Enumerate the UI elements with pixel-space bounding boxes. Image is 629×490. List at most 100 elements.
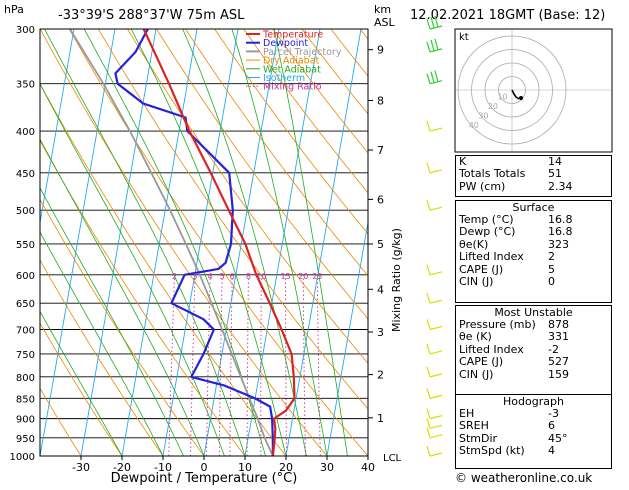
hodograph-row: StmDir 45°: [459, 431, 568, 445]
parcel-trajectory-line: [69, 29, 274, 456]
mixing-ratio-line: [302, 274, 306, 456]
wind-barbs: [426, 15, 443, 457]
mixing-ratio-label: 8: [246, 272, 251, 281]
most-unstable-row: Pressure (mb) 878: [459, 318, 569, 331]
km-tick-label: 4: [377, 283, 384, 296]
temperature-tick-label: -20: [113, 461, 131, 474]
surface-row: CAPE (J) 5: [459, 262, 555, 276]
hodograph-ring-label: 10: [497, 93, 507, 102]
wind-barb-flag: [434, 15, 439, 28]
pressure-tick-label: 550: [16, 240, 35, 251]
mixing-ratio-line: [168, 274, 175, 456]
wind-barb-flag: [430, 16, 435, 29]
wind-barb-flag: [426, 427, 431, 438]
wind-barb-flag: [426, 408, 431, 419]
hodograph-table-title: Hodograph: [503, 395, 564, 408]
legend-item-label: Wet Adiabat: [263, 64, 321, 75]
wind-barb-shaft: [429, 169, 443, 174]
temperature-tick-label: 10: [238, 461, 252, 474]
pressure-tick-label: 300: [16, 25, 35, 36]
mixing-ratio-line: [190, 274, 196, 456]
dry-adiabat-line: [40, 198, 205, 456]
wind-barb-flag: [426, 162, 431, 173]
pressure-tick-label: 650: [16, 299, 35, 310]
km-tick-label: 1: [377, 412, 384, 425]
wind-barb-shaft: [429, 127, 443, 132]
pressure-tick-label: 350: [16, 80, 35, 91]
legend-item-label: Temperature: [262, 30, 323, 41]
km-tick-label: 5: [377, 238, 384, 251]
temperature-line: [142, 29, 296, 456]
wind-barb-flag: [426, 73, 431, 84]
surface-row: CIN (J) 0: [459, 274, 555, 288]
pressure-tick-label: 700: [16, 326, 35, 337]
isotherm-line: [40, 29, 116, 456]
mixing-ratio-label: 10: [256, 272, 266, 281]
isotherm-line: [244, 29, 321, 456]
wet-adiabat-line: [182, 29, 307, 456]
wet-adiabat-line: [40, 138, 205, 456]
temperature-tick-label: 40: [361, 461, 375, 474]
hodograph-unit-label: kt: [459, 32, 469, 43]
hodograph-ring-label: 20: [488, 102, 498, 111]
dry-adiabat-line: [98, 29, 368, 410]
dry-adiabat-line: [40, 322, 123, 456]
mixing-ratio-label: 5: [220, 272, 225, 281]
wet-adiabat-line: [273, 29, 348, 456]
legend-item-label: Mixing Ratio: [263, 82, 322, 93]
mixing-ratio-label: 4: [208, 272, 213, 281]
wind-barb-shaft: [429, 373, 443, 378]
most-unstable-row: CAPE (J) 527: [459, 355, 569, 369]
hodograph-frame: [454, 28, 613, 153]
wind-barb-flag: [426, 343, 431, 355]
mixing-ratio-label: 3: [193, 272, 198, 281]
wind-barb-flag: [434, 70, 439, 82]
wind-barb-shaft: [429, 452, 443, 457]
km-tick-label: 3: [377, 326, 384, 339]
wind-barb-shaft: [429, 80, 443, 85]
wind-barb-shaft: [429, 424, 443, 429]
wind-barb-flag: [426, 120, 431, 132]
mixing-ratio-line: [316, 274, 321, 456]
mixing-ratio-label: 20: [298, 272, 308, 281]
mixing-ratio-axis-label: Mixing Ratio (g/kg): [390, 228, 403, 332]
mixing-ratio-line: [260, 274, 262, 456]
mixing-ratio-label: 2: [172, 272, 177, 281]
isotherm-line: [40, 29, 75, 226]
surface-row: Dewp (°C) 16.8: [459, 225, 573, 239]
temperature-tick-label: 20: [279, 461, 293, 474]
mixing-ratio-line: [229, 274, 233, 456]
wind-barb-flag: [430, 71, 435, 83]
surface-table: Surface Temp (°C) 16.8 Dewp (°C) 16.8 θe(K…: [455, 200, 612, 303]
km-tick-label: 9: [377, 44, 384, 57]
mixing-ratio-line: [285, 274, 287, 456]
most-unstable-row: θe (K) 331: [459, 330, 569, 344]
legend-item-label: Parcel Trajectory: [263, 47, 342, 58]
most-unstable-table: Most Unstable Pressure (mb) 878 θe (K) 331…: [455, 305, 612, 395]
lcl-label: LCL: [383, 453, 402, 464]
mixing-ratio-label: 15: [280, 272, 290, 281]
km-tick-label: 7: [377, 144, 384, 157]
wind-barb-flag: [426, 293, 431, 304]
temperature-tick-label: -30: [72, 461, 90, 474]
legend-item-label: Dry Adiabat: [263, 56, 320, 67]
isotherm-line: [162, 29, 239, 456]
mixing-ratio-line: [206, 274, 211, 456]
wet-adiabat-line: [40, 187, 184, 456]
most-unstable-title: Most Unstable: [494, 306, 573, 319]
dry-adiabat-line: [40, 259, 164, 456]
hodograph-ring-label: 30: [478, 112, 488, 121]
wind-barb-shaft: [429, 206, 443, 211]
surface-row: Temp (°C) 16.8: [459, 213, 573, 226]
dry-adiabat-line: [68, 29, 368, 456]
location-title: -33°39'S 288°37'W 75m ASL: [58, 8, 245, 23]
wind-barb-flag: [426, 18, 431, 30]
wind-barb-shaft: [429, 48, 443, 53]
wind-barb-shaft: [429, 271, 443, 276]
wet-adiabat-line: [40, 231, 164, 456]
legend-item-label: Isotherm: [263, 73, 305, 84]
km-tick-label: 2: [377, 369, 384, 382]
